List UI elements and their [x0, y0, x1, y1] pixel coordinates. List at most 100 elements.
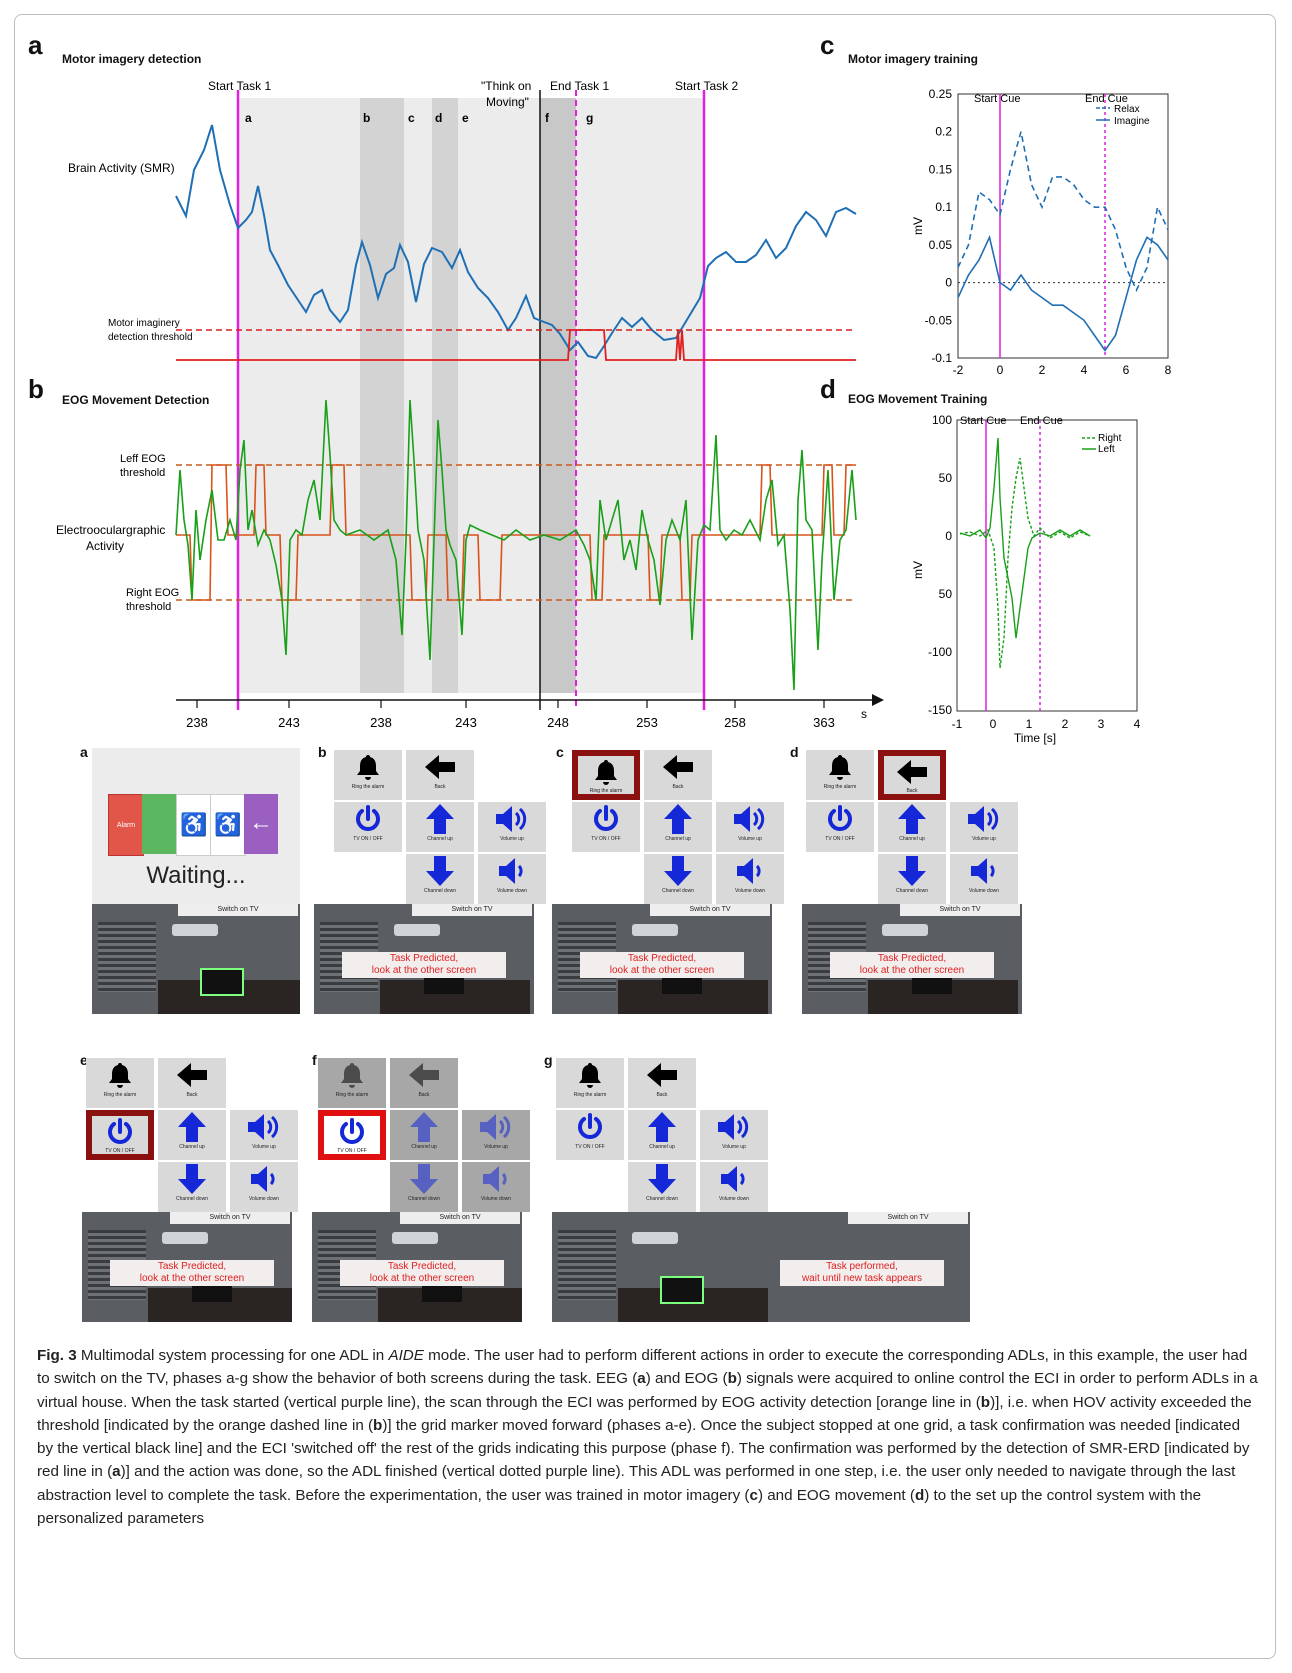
eci-tile-tv[interactable]: TV ON / OFF: [572, 802, 640, 852]
eci-tile-volup[interactable]: Volume up: [716, 802, 784, 852]
eci-panel-label-a: a: [80, 744, 88, 760]
start-task-2-label: Start Task 2: [675, 79, 738, 93]
bell-icon: [825, 750, 855, 784]
volume-down-icon: [249, 1162, 279, 1196]
eci-tile-alarm[interactable]: Ring the alarm: [86, 1058, 154, 1108]
eci-tile-chdown[interactable]: Channel down: [406, 854, 474, 904]
c-ytick: 0.2: [935, 125, 952, 139]
eci-tile-back[interactable]: Back: [878, 750, 946, 800]
eci-tile-chdown[interactable]: Channel down: [644, 854, 712, 904]
eci-tile-chdown[interactable]: Channel down: [628, 1162, 696, 1212]
phase-band-f: [540, 98, 576, 693]
air-conditioner: [162, 1232, 208, 1244]
eci-tile-alarm[interactable]: Ring the alarm: [806, 750, 874, 800]
eci-tile-volup[interactable]: Volume up: [230, 1110, 298, 1160]
eci-tile-back[interactable]: Back: [390, 1058, 458, 1108]
phase-label-e: e: [462, 111, 469, 125]
eci-panel-label-d: d: [790, 744, 799, 760]
alarm-card[interactable]: Alarm: [108, 794, 144, 856]
caption-part: )], i.e. when HOV activity exceeded the …: [37, 1393, 1252, 1434]
eci-tile-back[interactable]: Back: [158, 1058, 226, 1108]
eci-tile-label: Volume down: [734, 888, 766, 894]
phase-label-a: a: [245, 111, 252, 125]
c-ylabel: mV: [911, 217, 925, 235]
power-icon: [575, 1110, 605, 1144]
communication-card[interactable]: [142, 794, 176, 854]
eci-tile-voldown[interactable]: Volume down: [700, 1162, 768, 1212]
eci-tile-label: Volume up: [722, 1144, 746, 1150]
c-ytick: 0.15: [929, 162, 953, 176]
eci-tile-voldown[interactable]: Volume down: [230, 1162, 298, 1212]
time-tick-4: 243: [455, 715, 477, 730]
eci-tile-alarm[interactable]: Ring the alarm: [334, 750, 402, 800]
virtual-room-view: Switch on TV Task Predicted, look at the o…: [802, 904, 1022, 1014]
eci-tile-chup[interactable]: Channel up: [644, 802, 712, 852]
air-conditioner: [632, 1232, 678, 1244]
eci-tile-voldown[interactable]: Volume down: [462, 1162, 530, 1212]
eci-tile-chup[interactable]: Channel up: [878, 802, 946, 852]
c-series-imagine: [957, 234, 1169, 352]
eci-tile-chdown[interactable]: Channel down: [390, 1162, 458, 1212]
volume-down-icon: [481, 1162, 511, 1196]
back-arrow-icon: [175, 1058, 209, 1092]
arrow-up-icon: [177, 1110, 207, 1144]
c-plot-frame: [957, 93, 1169, 359]
wheelchair-icon[interactable]: ♿: [210, 794, 246, 856]
eci-tile-back[interactable]: Back: [644, 750, 712, 800]
eci-tile-tv[interactable]: TV ON / OFF: [86, 1110, 154, 1160]
eci-tile-tv[interactable]: TV ON / OFF: [334, 802, 402, 852]
d-ytick-m150: -150: [928, 703, 952, 717]
c-ytick: 0.25: [929, 87, 953, 101]
bell-icon: [591, 756, 621, 788]
eci-tile-alarm[interactable]: Ring the alarm: [556, 1058, 624, 1108]
caption-ref: c: [749, 1486, 758, 1504]
eci-tile-label: TV ON / OFF: [575, 1144, 605, 1150]
eci-tile-label: Volume down: [248, 1196, 280, 1202]
phase-label-b: b: [363, 111, 370, 125]
wheelchair-icon[interactable]: ♿: [176, 794, 212, 856]
eci-tile-volup[interactable]: Volume up: [462, 1110, 530, 1160]
eci-tile-chup[interactable]: Channel up: [390, 1110, 458, 1160]
eci-tile-back[interactable]: Back: [406, 750, 474, 800]
eci-tile-tv[interactable]: TV ON / OFF: [318, 1110, 386, 1160]
c-series-relax: [957, 131, 1169, 293]
eci-tile-tv[interactable]: TV ON / OFF: [556, 1110, 624, 1160]
eci-tile-voldown[interactable]: Volume down: [950, 854, 1018, 904]
power-icon: [105, 1116, 135, 1148]
eci-tile-volup[interactable]: Volume up: [700, 1110, 768, 1160]
d-xlabel: Time [s]: [1014, 731, 1056, 745]
eci-tile-chup[interactable]: Channel up: [406, 802, 474, 852]
c-legend-relax: Relax: [1114, 104, 1140, 115]
eci-tile-volup[interactable]: Volume up: [950, 802, 1018, 852]
waiting-screen: Alarm ♿ ♿ ← Waiting...: [92, 748, 300, 904]
eci-tile-chup[interactable]: Channel up: [158, 1110, 226, 1160]
back-arrow-icon[interactable]: ←: [244, 794, 278, 854]
eci-tile-chdown[interactable]: Channel down: [158, 1162, 226, 1212]
back-arrow-icon: [645, 1058, 679, 1092]
eci-tile-alarm[interactable]: Ring the alarm: [318, 1058, 386, 1108]
eci-tile-voldown[interactable]: Volume down: [478, 854, 546, 904]
eci-tile-label: Back: [672, 784, 684, 790]
phase-band-b: [360, 98, 404, 693]
bell-icon: [353, 750, 383, 784]
window-blind: [98, 922, 156, 992]
volume-down-icon: [735, 854, 765, 888]
eci-tile-chdown[interactable]: Channel down: [878, 854, 946, 904]
bell-icon: [105, 1058, 135, 1092]
eci-tile-chup[interactable]: Channel up: [628, 1110, 696, 1160]
eog-activity-label-1: Electroocular­graphic: [56, 523, 165, 537]
time-tick-3: 238: [370, 715, 392, 730]
eci-tile-alarm[interactable]: Ring the alarm: [572, 750, 640, 800]
task-header: Switch on TV: [178, 904, 298, 916]
caption-ref: a: [112, 1463, 121, 1481]
eci-tile-back[interactable]: Back: [628, 1058, 696, 1108]
eci-tile-label: TV ON / OFF: [105, 1148, 135, 1154]
d-xtick-6: 4: [1134, 717, 1141, 731]
eci-tile-volup[interactable]: Volume up: [478, 802, 546, 852]
eci-tile-label: Channel up: [427, 836, 453, 842]
panel-title-c: Motor imagery training: [848, 52, 979, 66]
eci-tile-tv[interactable]: TV ON / OFF: [806, 802, 874, 852]
eci-tile-voldown[interactable]: Volume down: [716, 854, 784, 904]
arrow-up-icon: [425, 802, 455, 836]
d-legend-left: Left: [1098, 444, 1115, 455]
